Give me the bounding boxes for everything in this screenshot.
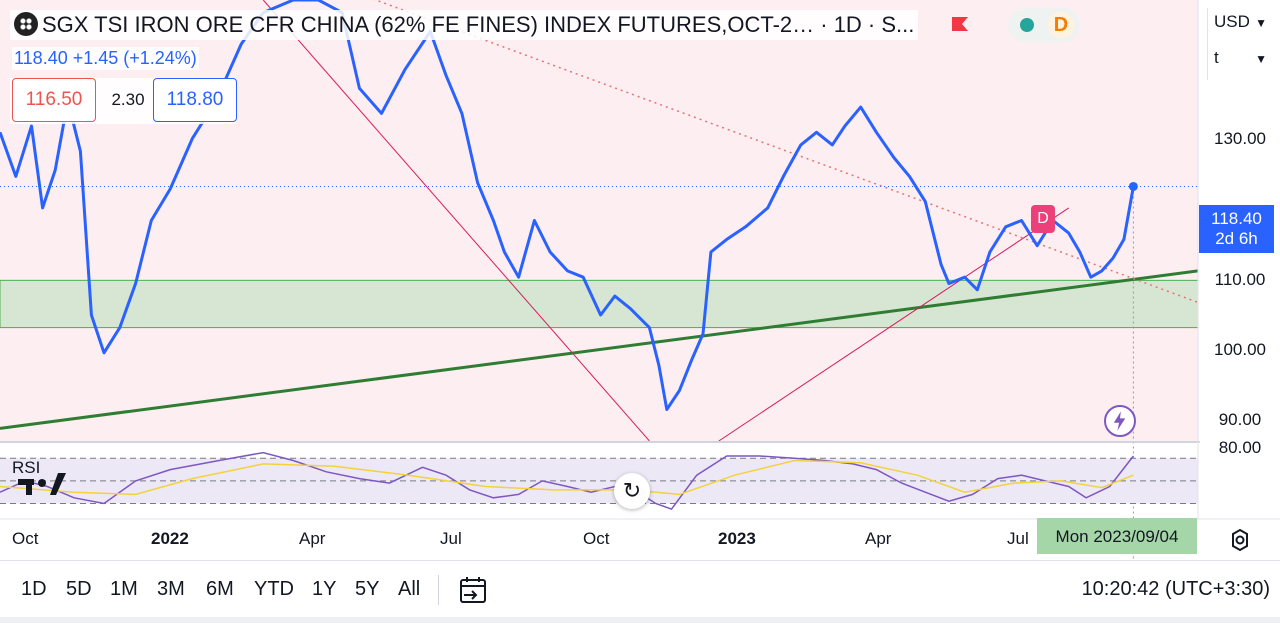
- symbol-title[interactable]: SGX TSI IRON ORE CFR CHINA (62% FE FINES…: [10, 10, 919, 40]
- range-1m-button[interactable]: 1M: [110, 578, 138, 600]
- chart-canvas[interactable]: [0, 0, 1280, 560]
- y-tick-label: 110.00: [1200, 270, 1280, 290]
- x-tick-label: Jul: [1007, 529, 1029, 548]
- rsi-band: [0, 458, 1198, 504]
- rsi-ma-line: [0, 459, 1134, 496]
- spread-value: 2.30: [111, 90, 145, 109]
- range-1y-button[interactable]: 1Y: [312, 578, 337, 600]
- x-tick-label: Apr: [299, 529, 326, 548]
- tradingview-logo-icon: [18, 473, 66, 495]
- calendar-goto-icon[interactable]: [458, 575, 488, 605]
- unit-value: t: [1214, 48, 1219, 67]
- x-tick-label: 2022: [151, 529, 189, 548]
- pane-background: [0, 0, 1198, 441]
- last-price-change: 118.40 +1.45 (+1.24%): [12, 47, 199, 70]
- rsi-indicator-label[interactable]: RSI: [12, 458, 41, 477]
- x-tick-label: Oct: [583, 529, 610, 548]
- lightning-icon[interactable]: [1104, 405, 1136, 437]
- bottom-edge: [0, 617, 1280, 623]
- chevron-down-icon: ▼: [1255, 52, 1267, 66]
- range-5d-button[interactable]: 5D: [66, 578, 92, 600]
- flag-icon[interactable]: [950, 15, 970, 35]
- crosshair-date-label: Mon 2023/09/04: [1037, 518, 1197, 554]
- timeframe-bar: 1D 5D 1M 3M 6M YTD 1Y 5Y All 10:20:42 (U…: [0, 560, 1280, 617]
- price-series-line[interactable]: [0, 0, 1135, 411]
- range-1d-button[interactable]: 1D: [21, 578, 47, 600]
- x-tick-label: Apr: [865, 529, 892, 548]
- delayed-badge: D: [1048, 12, 1074, 38]
- currency-value: USD: [1214, 12, 1250, 31]
- current-price-value: 118.40: [1211, 209, 1262, 228]
- trendline-support[interactable]: [0, 269, 1198, 430]
- unit-select[interactable]: t ▼: [1207, 44, 1273, 80]
- sell-button[interactable]: 116.50: [12, 78, 96, 122]
- range-all-button[interactable]: All: [398, 578, 421, 600]
- support-zone: [0, 279, 1199, 329]
- settings-gear-icon[interactable]: [1227, 527, 1253, 553]
- x-tick-label: 2023: [718, 529, 756, 548]
- currency-select[interactable]: USD ▼: [1207, 8, 1273, 44]
- bar-countdown: 2d 6h: [1215, 229, 1258, 248]
- range-3m-button[interactable]: 3M: [157, 578, 185, 600]
- symbol-logo-icon: [14, 12, 38, 36]
- chevron-down-icon: ▼: [1255, 16, 1267, 30]
- range-6m-button[interactable]: 6M: [206, 578, 234, 600]
- y-tick-label: 90.00: [1200, 410, 1280, 430]
- y-tick-label: 130.00: [1200, 129, 1280, 149]
- x-tick-label: Jul: [440, 529, 462, 548]
- market-status-pill[interactable]: D: [1008, 8, 1080, 42]
- market-open-icon: [1020, 18, 1034, 32]
- trendline-dotted[interactable]: [170, 0, 1198, 304]
- trendline-group: [0, 0, 1198, 441]
- current-price-tag: 118.40 2d 6h: [1199, 205, 1274, 253]
- dividend-marker[interactable]: D: [1031, 205, 1055, 233]
- range-5y-button[interactable]: 5Y: [355, 578, 380, 600]
- y-tick-label: 100.00: [1200, 340, 1280, 360]
- trendline-down[interactable]: [262, 0, 650, 441]
- trendline-up[interactable]: [718, 207, 1070, 441]
- bid-ask-panel: 116.50 2.30 118.80: [10, 78, 237, 124]
- range-ytd-button[interactable]: YTD: [254, 578, 294, 600]
- buy-button[interactable]: 118.80: [153, 78, 237, 122]
- reset-chart-icon[interactable]: ↻: [614, 473, 650, 509]
- toolbar-divider: [438, 575, 439, 605]
- x-tick-label: Oct: [12, 529, 39, 548]
- symbol-title-text: SGX TSI IRON ORE CFR CHINA (62% FE FINES…: [42, 12, 915, 37]
- last-price-point: [1128, 181, 1138, 191]
- time-zone-clock[interactable]: 10:20:42 (UTC+3:30): [1081, 578, 1270, 600]
- rsi-y-tick-label: 80.00: [1200, 438, 1280, 458]
